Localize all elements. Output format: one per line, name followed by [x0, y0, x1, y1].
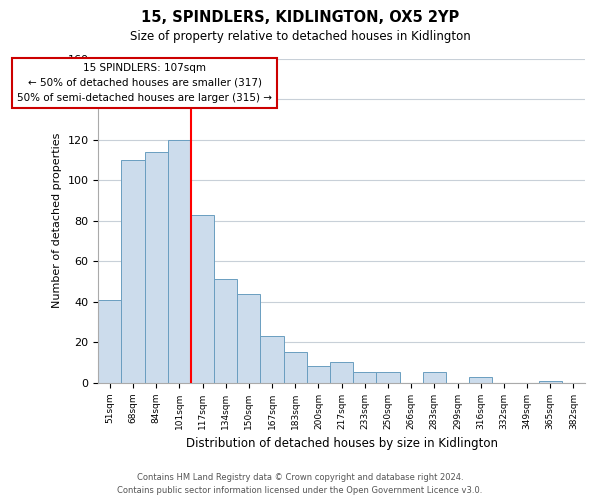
Text: Contains HM Land Registry data © Crown copyright and database right 2024.
Contai: Contains HM Land Registry data © Crown c… — [118, 474, 482, 495]
Bar — [260, 336, 284, 382]
Bar — [237, 294, 260, 382]
Bar — [168, 140, 191, 382]
Text: Size of property relative to detached houses in Kidlington: Size of property relative to detached ho… — [130, 30, 470, 43]
Y-axis label: Number of detached properties: Number of detached properties — [52, 133, 62, 308]
Bar — [539, 380, 562, 382]
Bar — [145, 152, 168, 382]
Bar — [423, 372, 446, 382]
Bar — [353, 372, 376, 382]
Bar — [98, 300, 121, 382]
Text: 15, SPINDLERS, KIDLINGTON, OX5 2YP: 15, SPINDLERS, KIDLINGTON, OX5 2YP — [141, 10, 459, 25]
Bar — [376, 372, 400, 382]
Bar — [214, 280, 237, 382]
Bar — [284, 352, 307, 382]
X-axis label: Distribution of detached houses by size in Kidlington: Distribution of detached houses by size … — [185, 437, 497, 450]
Bar — [330, 362, 353, 382]
Bar — [191, 214, 214, 382]
Text: 15 SPINDLERS: 107sqm
← 50% of detached houses are smaller (317)
50% of semi-deta: 15 SPINDLERS: 107sqm ← 50% of detached h… — [17, 63, 272, 102]
Bar — [307, 366, 330, 382]
Bar — [121, 160, 145, 382]
Bar — [469, 376, 492, 382]
